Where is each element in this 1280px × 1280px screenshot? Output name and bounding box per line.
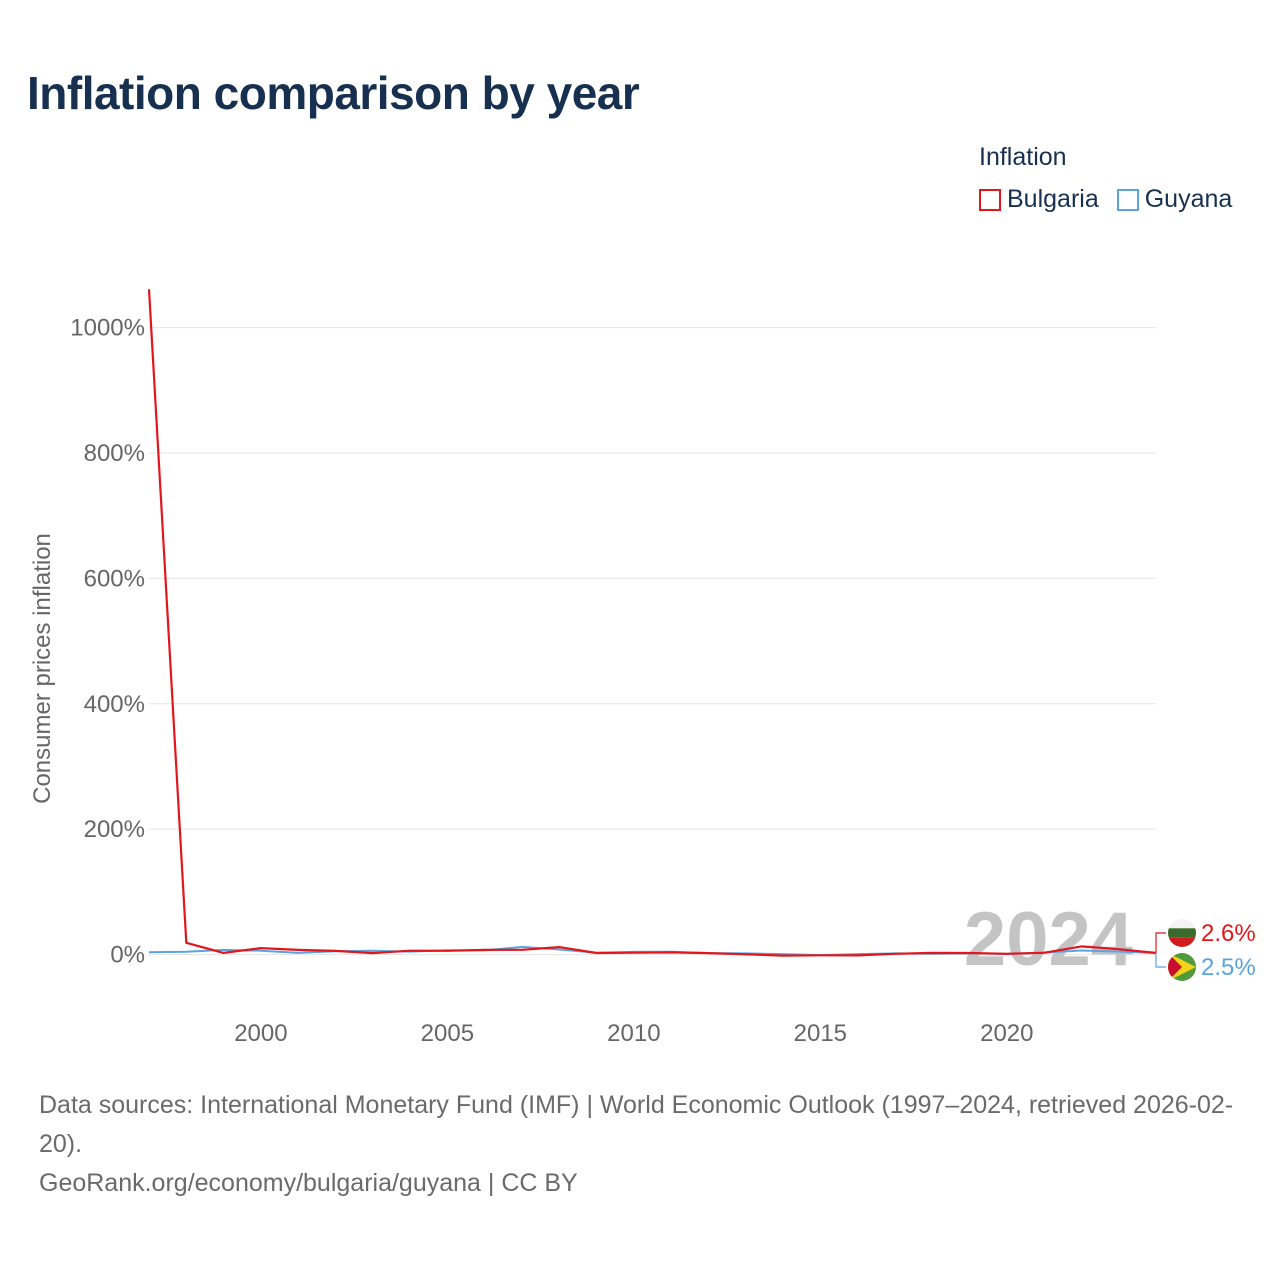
page-title: Inflation comparison by year [27, 67, 640, 119]
legend-swatch-guyana [1116, 188, 1139, 211]
y-tick-label: 1000% [70, 315, 145, 342]
legend: Bulgaria Guyana [979, 185, 1232, 214]
end-label-guyana: 2.5% [1201, 954, 1256, 981]
flag-body [1168, 919, 1196, 947]
end-connector-guyana [1155, 953, 1166, 968]
x-tick-label: 2010 [607, 1020, 660, 1047]
legend-title: Inflation [979, 143, 1067, 171]
x-tick-label: 2020 [980, 1020, 1033, 1047]
data-sources: Data sources: International Monetary Fun… [39, 1091, 1234, 1158]
y-tick-label: 400% [84, 691, 145, 718]
bulgaria-flag-icon [1168, 919, 1196, 947]
flag-triangle-red [1168, 953, 1182, 981]
legend-item-guyana[interactable]: Guyana [1116, 185, 1233, 214]
y-tick-label: 800% [84, 440, 145, 467]
year-label: 2024 [964, 897, 1133, 982]
legend-swatch-bulgaria [979, 188, 1001, 211]
y-tick-label: 0% [110, 942, 145, 969]
x-tick-label: 2005 [421, 1020, 474, 1047]
y-tick-label: 600% [84, 565, 145, 592]
legend-label-bulgaria: Bulgaria [1007, 185, 1099, 213]
flag-stripe-red [1168, 937, 1196, 947]
flag-stripe-white [1168, 919, 1196, 929]
legend-item-bulgaria[interactable]: Bulgaria [979, 185, 1099, 214]
flag-stripe-green [1168, 928, 1196, 938]
y-axis-label: Consumer prices inflation [29, 533, 56, 804]
y-tick-label: 200% [84, 816, 145, 843]
x-tick-label: 2015 [794, 1020, 847, 1047]
end-connector-bulgaria [1155, 932, 1166, 953]
guyana-flag-icon [1168, 953, 1196, 981]
series-line-bulgaria [147, 289, 1157, 957]
inflation-line-chart: 0% 200% 400% 600% 800% 1000% 2000 2005 2010 2015 2… [29, 289, 1256, 1047]
legend-label-guyana: Guyana [1144, 185, 1233, 213]
x-tick-label: 2000 [234, 1020, 287, 1047]
footer: Data sources: International Monetary Fun… [39, 1086, 1249, 1203]
end-label-bulgaria: 2.6% [1201, 920, 1256, 947]
flag-body [1168, 953, 1196, 981]
credit-link[interactable]: GeoRank.org/economy/bulgaria/guyana | CC… [39, 1169, 578, 1197]
